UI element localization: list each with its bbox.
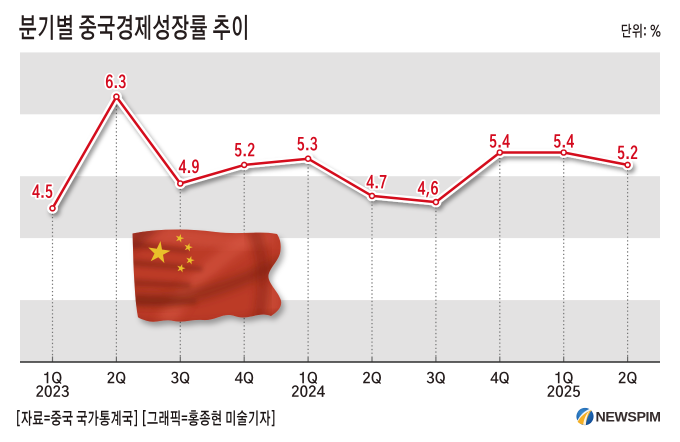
svg-text:NEWSPIM: NEWSPIM — [596, 410, 661, 426]
